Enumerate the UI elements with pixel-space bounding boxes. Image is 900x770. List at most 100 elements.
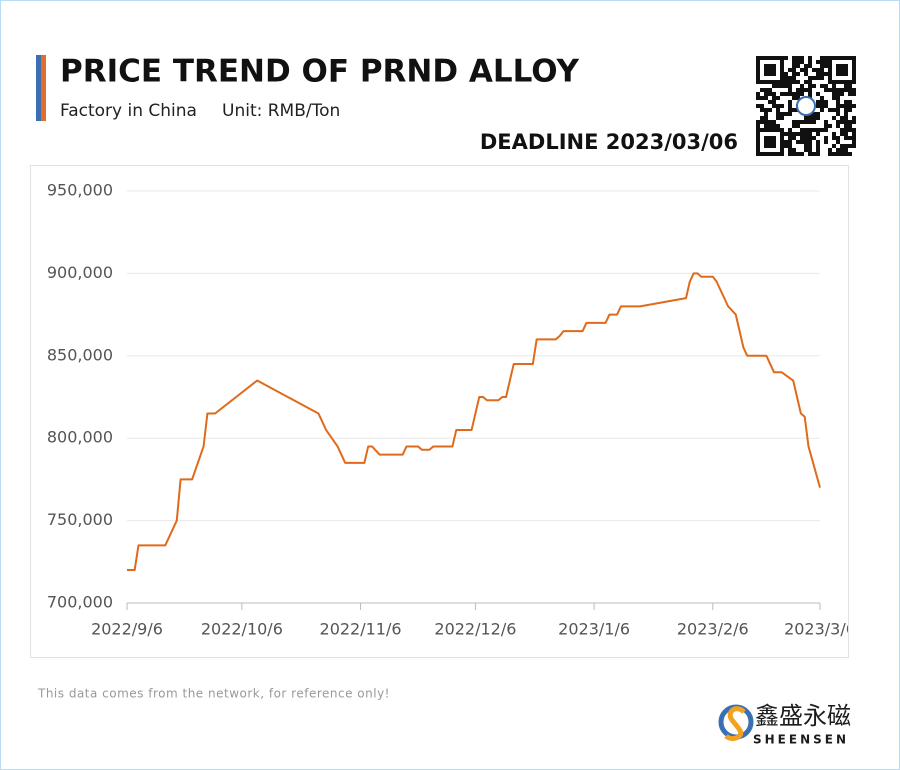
qr-module [756, 72, 760, 76]
qr-module [832, 144, 836, 148]
qr-module [844, 64, 848, 68]
qr-module [804, 88, 808, 92]
disclaimer: This data comes from the network, for re… [37, 687, 390, 701]
qr-module [764, 112, 768, 116]
qr-module [780, 72, 784, 76]
qr-module [844, 72, 848, 76]
qr-module [828, 60, 832, 64]
qr-module [812, 136, 816, 140]
qr-module [760, 152, 764, 156]
qr-module [756, 64, 760, 68]
qr-module [784, 56, 788, 60]
qr-module [840, 116, 844, 120]
qr-module [788, 84, 792, 88]
qr-module [768, 108, 772, 112]
qr-module [840, 80, 844, 84]
qr-module [832, 152, 836, 156]
qr-module [764, 140, 768, 144]
qr-module [780, 56, 784, 60]
qr-module [832, 88, 836, 92]
qr-module [772, 144, 776, 148]
qr-module [788, 112, 792, 116]
y-tick-label: 900,000 [47, 263, 113, 282]
qr-module [808, 80, 812, 84]
qr-module [788, 76, 792, 80]
qr-module [788, 108, 792, 112]
qr-module [784, 92, 788, 96]
qr-module [768, 100, 772, 104]
qr-module [828, 68, 832, 72]
qr-module [764, 120, 768, 124]
qr-module [836, 140, 840, 144]
qr-module [756, 104, 760, 108]
qr-module [772, 80, 776, 84]
qr-module [824, 120, 828, 124]
qr-module [836, 100, 840, 104]
qr-module [816, 76, 820, 80]
qr-module [764, 64, 768, 68]
qr-module [756, 152, 760, 156]
qr-module [796, 96, 800, 100]
y-tick-label: 850,000 [47, 345, 113, 364]
qr-module [812, 120, 816, 124]
qr-module [756, 136, 760, 140]
qr-module [820, 100, 824, 104]
qr-module [792, 148, 796, 152]
qr-module [836, 68, 840, 72]
qr-module [780, 76, 784, 80]
qr-module [836, 56, 840, 60]
qr-module [768, 80, 772, 84]
qr-module [760, 104, 764, 108]
qr-module [780, 68, 784, 72]
qr-module [768, 136, 772, 140]
qr-module [784, 132, 788, 136]
qr-module [836, 148, 840, 152]
qr-module [760, 120, 764, 124]
qr-module [792, 56, 796, 60]
qr-module [820, 68, 824, 72]
qr-module [784, 112, 788, 116]
qr-module [800, 92, 804, 96]
qr-module [796, 140, 800, 144]
qr-module [816, 128, 820, 132]
qr-module [756, 96, 760, 100]
qr-module [824, 84, 828, 88]
qr-module [808, 132, 812, 136]
qr-module [844, 68, 848, 72]
qr-module [796, 120, 800, 124]
qr-module [832, 116, 836, 120]
qr-module [816, 144, 820, 148]
qr-module [844, 100, 848, 104]
qr-module [772, 56, 776, 60]
qr-module [848, 80, 852, 84]
qr-module [756, 92, 760, 96]
qr-module [772, 96, 776, 100]
qr-module [844, 56, 848, 60]
qr-module [792, 132, 796, 136]
qr-module [756, 148, 760, 152]
qr-module [796, 92, 800, 96]
qr-module [820, 84, 824, 88]
qr-module [852, 120, 856, 124]
qr-module [832, 84, 836, 88]
qr-module [828, 152, 832, 156]
qr-logo [796, 96, 816, 116]
qr-module [820, 128, 824, 132]
qr-module [764, 88, 768, 92]
qr-module [780, 80, 784, 84]
qr-module [808, 64, 812, 68]
qr-module [852, 68, 856, 72]
price-line [127, 272, 821, 572]
qr-module [820, 76, 824, 80]
qr-module [788, 148, 792, 152]
qr-module [772, 100, 776, 104]
qr-module [816, 60, 820, 64]
qr-module [812, 152, 816, 156]
qr-module [764, 108, 768, 112]
qr-module [804, 116, 808, 120]
qr-module [792, 72, 796, 76]
qr-module [836, 112, 840, 116]
qr-module [768, 92, 772, 96]
qr-module [756, 56, 760, 60]
